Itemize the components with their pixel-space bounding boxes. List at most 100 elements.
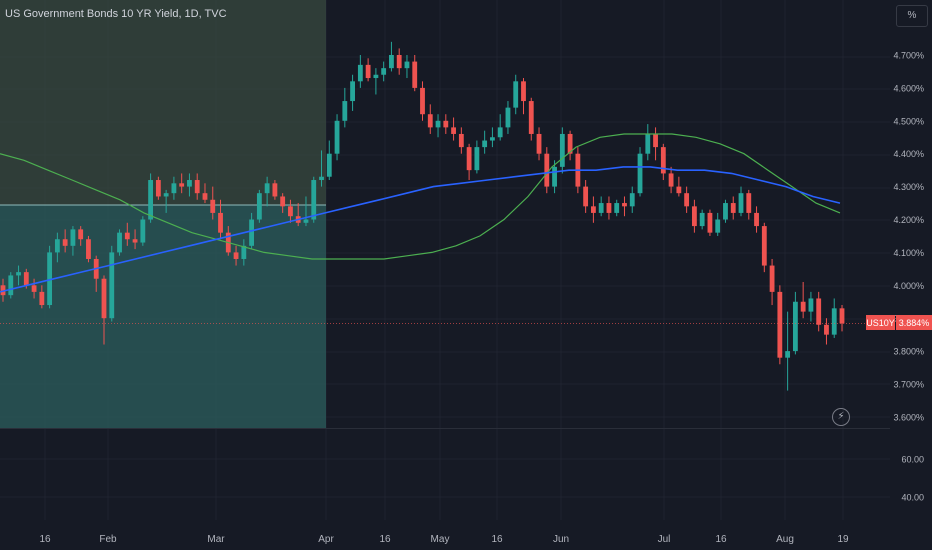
candle-body [16,272,21,276]
candle-body [653,133,658,148]
candle-body [443,120,449,128]
candle-body [256,193,262,220]
candle-body [458,133,464,148]
candle-body [676,186,682,194]
candle-body [528,101,534,134]
candle-body [839,308,845,324]
candle-body [738,193,744,213]
candle-body [715,219,721,233]
x-tick-label: 16 [39,534,51,545]
candle-body [272,183,278,197]
x-tick-label: May [431,534,450,545]
candle-body [396,55,402,69]
candle-body [637,153,643,194]
candle-body [31,285,37,292]
candle-body [311,180,317,220]
candle-body [606,203,612,213]
candle-body [8,275,14,296]
x-tick-label: 19 [837,534,849,545]
candle-body [194,180,200,194]
candle-body [202,193,208,200]
chart-title: US Government Bonds 10 YR Yield, 1D, TVC [5,8,227,20]
candle-body [241,245,247,259]
candle-body [101,278,107,319]
candle-body [23,272,29,286]
lower-tick-label: 60.00 [901,455,924,465]
candle-body [691,206,697,227]
ma-blue-line [0,166,841,293]
candle-body [614,203,620,213]
candle-body [831,308,837,335]
candle-body [629,193,635,207]
candle-body [490,137,495,141]
candle-body [140,219,146,243]
candle-body [78,229,84,240]
candle-body [536,133,542,154]
candle-body [645,133,651,154]
x-tick-label: Apr [318,534,334,545]
candle-body [521,81,526,102]
x-axis: 16 Feb Mar Apr 16 May 16 Jun Jul 16 Aug 19 [39,534,849,545]
candle-body [124,232,130,240]
y-tick-label: 4.500% [893,116,924,126]
candle-body [427,114,433,128]
percent-scale-button[interactable]: % [896,5,928,27]
candle-body [544,153,550,187]
y-tick-label: 4.200% [893,215,924,225]
candles [0,41,845,391]
y-tick-label: 4.400% [893,149,924,159]
candle-body [746,193,752,213]
candle-body [264,183,270,194]
candle-body [730,203,736,213]
candle-body [86,239,91,259]
candle-body [474,147,480,171]
candle-body [62,239,68,246]
highlight-zone-lower [0,205,326,429]
candle-body [381,68,387,75]
candle-body [319,176,324,181]
candle-body [800,301,806,312]
candle-body [513,81,519,108]
candle-body [451,127,456,134]
candle-body [435,120,441,128]
lower-pane-axis: 60.00 40.00 [901,455,924,503]
candle-body [163,193,169,197]
candle-body [389,55,394,69]
candle-body [754,212,759,227]
candle-body [54,239,60,253]
candle-body [583,186,589,207]
ma-green-line [0,133,841,260]
candle-body [497,127,503,138]
candle-body [567,133,573,154]
candle-body [420,87,425,115]
candle-body [684,193,690,207]
candle-body [342,101,348,121]
symbol-label: US10Y [866,318,895,328]
candle-body [707,212,713,233]
y-tick-label: 3.700% [893,380,924,390]
lightning-icon[interactable]: ⚡ [832,408,850,426]
candle-body [699,212,705,227]
candle-body [660,147,666,174]
candle-body [148,180,154,220]
y-tick-label: 4.600% [893,83,924,93]
candle-body [769,265,775,292]
x-tick-label: Jul [658,534,671,545]
candle-body [47,252,53,306]
price-label: 3.884% [899,318,930,328]
candle-body [777,291,783,358]
candle-body [210,199,216,213]
candle-body [179,183,185,187]
x-tick-label: Feb [99,534,117,545]
candle-body [552,166,557,187]
x-tick-label: Jun [553,534,569,545]
candle-body [357,64,363,82]
last-price-tag: US10Y 3.884% [866,315,932,330]
candle-body [288,206,293,217]
candle-body [39,291,45,306]
candle-body [280,196,286,207]
candle-body [117,232,122,253]
candle-body [0,285,6,296]
candle-body [218,212,223,233]
